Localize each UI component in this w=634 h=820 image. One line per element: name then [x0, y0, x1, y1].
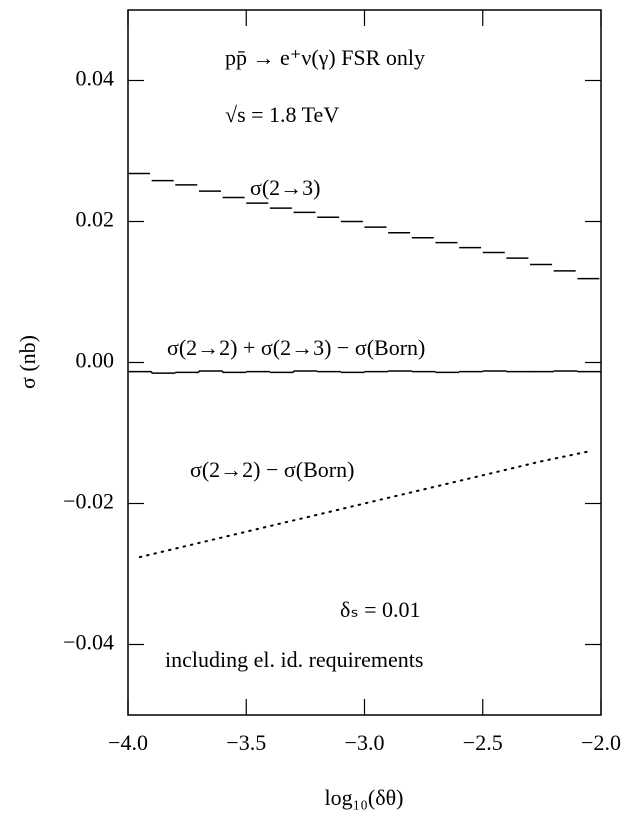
y-tick-label: 0.04 — [76, 66, 115, 91]
series-label: σ(2→3) — [250, 175, 321, 200]
y-tick-label: −0.02 — [63, 489, 114, 514]
annotation: pp̄ → e⁺ν(γ) FSR only — [225, 45, 425, 70]
x-tick-label: −2.5 — [463, 730, 503, 755]
dotted-line — [138, 450, 591, 559]
y-tick-label: 0.00 — [76, 348, 115, 373]
annotation: √s = 1.8 TeV — [225, 102, 339, 127]
y-axis-title: σ (nb) — [15, 335, 40, 389]
series-label: σ(2→2) + σ(2→3) − σ(Born) — [167, 335, 425, 360]
x-tick-label: −3.5 — [226, 730, 266, 755]
annotation: including el. id. requirements — [165, 647, 423, 672]
x-tick-label: −3.0 — [345, 730, 385, 755]
x-tick-label: −4.0 — [108, 730, 148, 755]
x-axis-title: log₁₀(δθ) — [324, 785, 403, 810]
y-tick-label: 0.02 — [76, 207, 115, 232]
series-label: σ(2→2) − σ(Born) — [190, 457, 354, 482]
y-tick-label: −0.04 — [63, 630, 114, 655]
annotation: δₛ = 0.01 — [340, 597, 420, 622]
x-tick-label: −2.0 — [581, 730, 621, 755]
